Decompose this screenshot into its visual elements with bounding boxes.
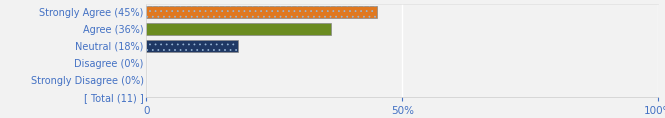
Bar (146, 40, 239, 52)
Bar (146, 6, 376, 18)
Bar (146, 6, 376, 18)
Bar (146, 23, 331, 35)
Bar (146, 40, 239, 52)
